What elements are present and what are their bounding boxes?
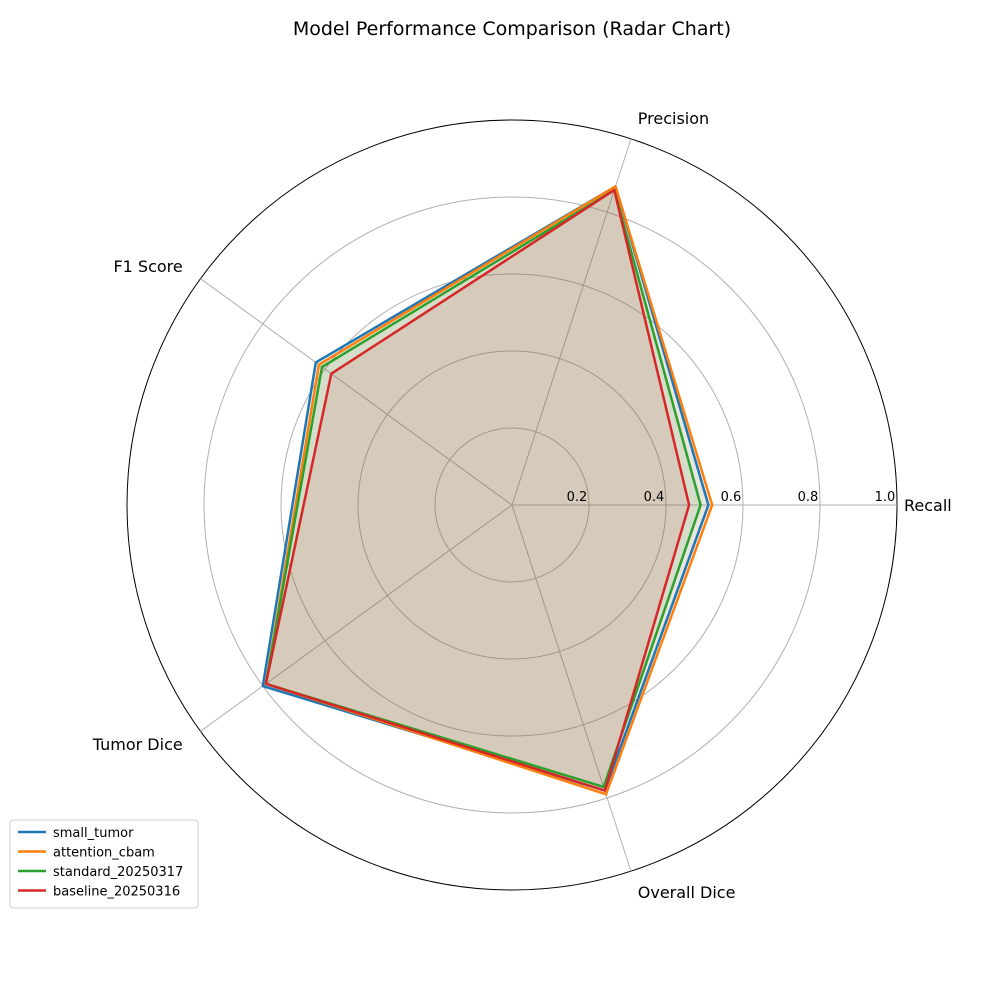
spoke-3: [200, 504, 513, 732]
r-tick-label-4: 1.0: [875, 490, 896, 505]
axis-label-overall-dice: Overall Dice: [638, 883, 736, 902]
series-layer: [261, 185, 714, 796]
grid-layer: [126, 119, 898, 891]
axis-label-recall: Recall: [904, 496, 952, 515]
series-fill-baseline_20250316: [265, 190, 690, 791]
spoke-1: [511, 138, 632, 506]
axis-label-tumor-dice: Tumor Dice: [92, 735, 183, 754]
r-tick-label-0: 0.2: [567, 490, 588, 505]
chart-title: Model Performance Comparison (Radar Char…: [293, 18, 731, 40]
axis-label-f1-score: F1 Score: [113, 257, 182, 276]
legend-entry-baseline_20250316: baseline_20250316: [53, 885, 180, 900]
axis-label-precision: Precision: [638, 109, 709, 128]
legend-box: [9, 819, 199, 909]
legend-entry-small_tumor: small_tumor: [53, 826, 134, 841]
series-line-baseline_20250316: [264, 188, 691, 792]
series-fill-small_tumor: [262, 186, 709, 791]
series-fill-attention_cbam: [265, 186, 713, 795]
legend: small_tumor attention_cbam standard_202503…: [9, 819, 199, 909]
spoke-4: [511, 504, 632, 872]
series-line-attention_cbam: [264, 185, 714, 796]
r-tick-label-2: 0.6: [721, 490, 742, 505]
r-tick-label-1: 0.4: [644, 490, 665, 505]
r-tick-label-3: 0.8: [798, 490, 819, 505]
legend-entry-standard_20250317: standard_20250317: [53, 865, 183, 880]
legend-entry-attention_cbam: attention_cbam: [53, 846, 155, 861]
spoke-2: [200, 278, 513, 506]
series-fill-standard_20250317: [265, 190, 701, 787]
label-layer: 0.2 0.4 0.6 0.8 1.0 Recall Precision F1 Score Tu…: [92, 109, 952, 902]
